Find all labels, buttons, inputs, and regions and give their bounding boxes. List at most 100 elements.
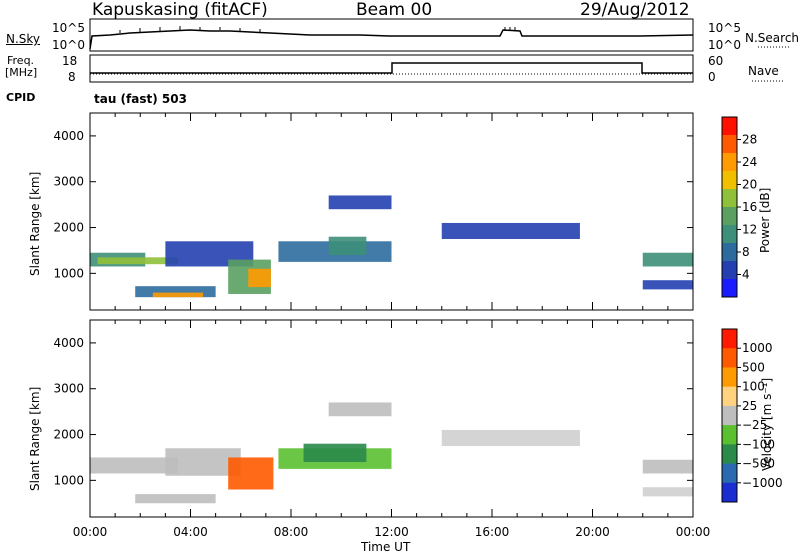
colorbar-swatch [722, 189, 737, 208]
nave-tick-low: 0 [708, 70, 716, 84]
colorbar-tick-label: 16 [742, 200, 757, 214]
nsky-trace-noise [119, 26, 516, 33]
colorbar-swatch [722, 482, 737, 503]
cpid-label: CPID [6, 91, 36, 104]
colorbar-tick-label: 100 [742, 380, 765, 394]
x-tick-label: 12:00 [374, 525, 409, 539]
y-tick-label: 3000 [53, 382, 84, 396]
colorbar-swatch [722, 225, 737, 244]
colorbar-tick-label: 500 [742, 360, 765, 374]
colorbar-frame [721, 328, 738, 503]
colorbar-tick-label: −100 [742, 437, 775, 451]
colorbar-swatch [722, 386, 737, 407]
data-region [135, 494, 216, 504]
colorbar-swatch [722, 279, 737, 298]
site-title: Kapuskasing (fitACF) [92, 0, 268, 20]
y-tick-label: 4000 [53, 336, 84, 350]
nave-label: Nave [748, 64, 779, 78]
x-tick-label: 00:00 [73, 525, 108, 539]
data-region [90, 457, 178, 474]
y-tick-label: 1000 [53, 473, 84, 487]
data-region [303, 443, 367, 463]
power-cbar-label: Power [dB] [758, 187, 772, 253]
x-axis-label: Time UT [361, 540, 411, 554]
colorbar-swatch [722, 207, 737, 226]
freq-tick-high: 18 [62, 54, 78, 68]
y-tick-label: 1000 [53, 266, 84, 280]
data-region [328, 195, 392, 210]
x-tick-label: 08:00 [274, 525, 309, 539]
colorbar-swatch [722, 444, 737, 465]
x-tick-label: 04:00 [173, 525, 208, 539]
colorbar-swatch [722, 348, 737, 368]
colorbar-tick-label: 24 [742, 155, 757, 169]
colorbar-swatch [722, 153, 737, 172]
data-region [152, 292, 204, 298]
nave-tick-high: 60 [708, 54, 724, 68]
colorbar-tick-label: 1000 [742, 341, 773, 355]
data-region [328, 236, 367, 256]
cpid-value: tau (fast) 503 [94, 92, 187, 106]
y-tick-label: 2000 [53, 221, 84, 235]
colorbar-tick-label: 12 [742, 223, 757, 237]
colorbar-swatch [722, 425, 737, 445]
data-region [135, 286, 216, 298]
colorbar-tick-label: 8 [742, 245, 750, 259]
velocity-panel: 4000 3000 2000 1000 00:00 04:00 08:00 12:00 16:0… [53, 319, 783, 539]
colorbar-swatch [722, 463, 737, 484]
freq-strip-frame [89, 54, 694, 83]
freq-tick-low: 8 [68, 70, 76, 84]
data-region [642, 280, 693, 290]
nsky-tick-high: 10^5 [52, 21, 85, 35]
x-tick-label: 20:00 [575, 525, 610, 539]
data-region [642, 252, 693, 267]
velocity-ylabel: Slant Range [km] [28, 386, 42, 491]
power-ylabel: Slant Range [km] [28, 171, 42, 276]
panel-frame [89, 112, 694, 311]
data-region [642, 487, 693, 497]
power-panel: 4000 3000 2000 1000 28 24 20 16 12 8 4 [53, 112, 757, 311]
x-tick-label: 16:00 [475, 525, 510, 539]
data-region [441, 222, 580, 239]
velocity-cbar-label: Velocity [m s⁻¹] [760, 377, 774, 471]
data-region [97, 257, 178, 265]
colorbar-tick-label: 20 [742, 178, 757, 192]
nsky-strip-frame [89, 18, 694, 52]
colorbar-swatch [722, 243, 737, 262]
nsky-trace [89, 29, 694, 50]
panel-frame [89, 319, 694, 518]
colorbar-tick-label: −1000 [742, 476, 783, 490]
y-tick-label: 4000 [53, 129, 84, 143]
date-title: 29/Aug/2012 [580, 0, 690, 20]
colorbar-tick-label: 25 [742, 399, 757, 413]
nsky-label: N.Sky [6, 32, 41, 46]
colorbar-swatch [722, 329, 737, 349]
colorbar-tick-label: 28 [742, 133, 757, 147]
data-region [328, 402, 392, 417]
colorbar-swatch [722, 135, 737, 154]
colorbar-swatch [722, 117, 737, 136]
data-region [642, 459, 693, 474]
nsky-tick-low: 10^0 [52, 38, 85, 52]
y-tick-label: 3000 [53, 175, 84, 189]
colorbar-swatch [722, 405, 737, 426]
colorbar-tick-label: −500 [742, 457, 775, 471]
beam-title: Beam 00 [356, 0, 433, 20]
data-region [441, 429, 580, 446]
colorbar-tick-label: 4 [742, 268, 750, 282]
freq-unit-label: [MHz] [5, 66, 38, 79]
x-tick-label: 00:00 [676, 525, 711, 539]
nsearch-label: N.Search [745, 31, 800, 45]
data-region [248, 268, 271, 288]
data-region [228, 457, 274, 490]
freq-label: Freq. [7, 54, 35, 67]
colorbar-swatch [722, 367, 737, 388]
colorbar-tick-label: −25 [742, 418, 767, 432]
nsearch-tick-high: 10^5 [708, 21, 741, 35]
colorbar-swatch [722, 261, 737, 280]
y-tick-label: 2000 [53, 428, 84, 442]
freq-trace [90, 62, 693, 74]
nsearch-tick-low: 10^0 [708, 38, 741, 52]
colorbar-swatch [722, 171, 737, 190]
